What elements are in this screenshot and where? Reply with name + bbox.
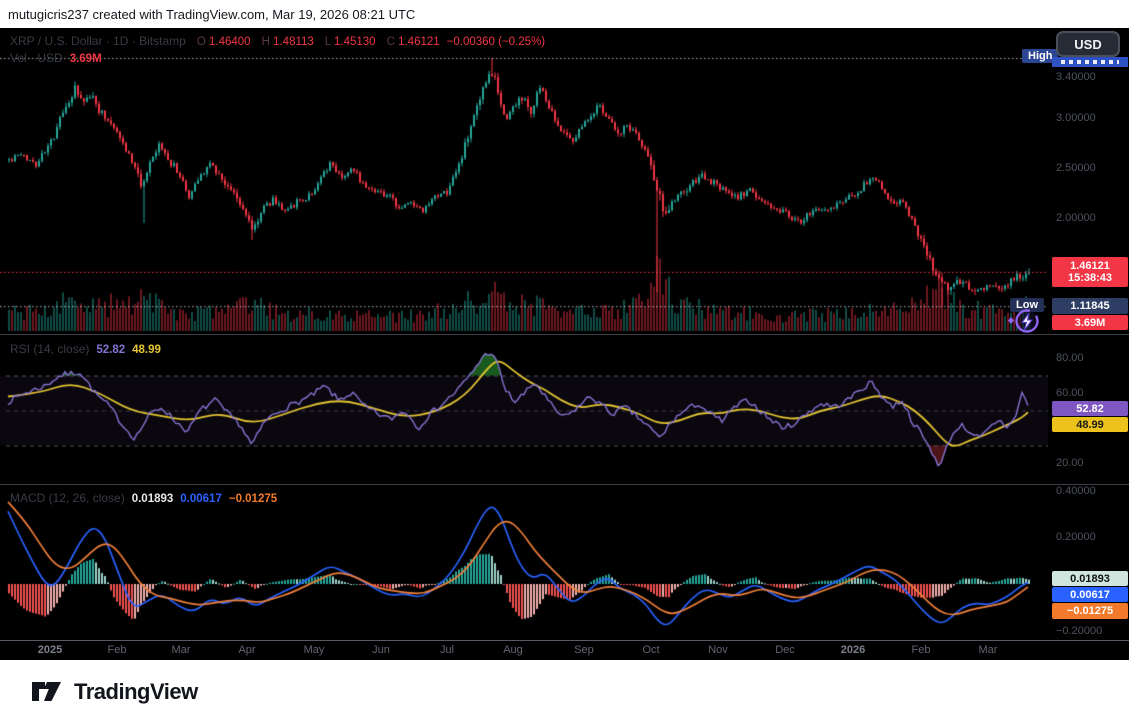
scale-tick-label: 2.50000: [1056, 162, 1096, 174]
volume-scale-label: 3.69M: [1052, 315, 1128, 330]
time-axis-month-label: Nov: [708, 644, 728, 656]
time-axis-month-label: Mar: [978, 644, 998, 656]
time-axis-year-label: 2026: [840, 644, 866, 656]
macd-hist-scale-value: 0.01893: [1070, 572, 1110, 585]
high-badge: High: [1022, 49, 1059, 63]
rsi-scale-label: 52.82: [1052, 401, 1128, 416]
macd-title: MACD (12, 26, close): [10, 491, 125, 505]
macd-line-value: 0.00617: [180, 493, 222, 505]
volume-scale-value: 3.69M: [1074, 316, 1106, 329]
volume-legend: Vol · USD 3.69M: [10, 51, 102, 65]
macd-line-scale-value: 0.00617: [1070, 588, 1110, 601]
currency-toggle-button[interactable]: USD: [1056, 31, 1120, 57]
ohlc-high: H 1.48113: [261, 36, 314, 48]
macd-pane: MACD (12, 26, close) 0.01893 0.00617 −0.…: [0, 484, 1129, 641]
scale-tick-label: 0.20000: [1056, 531, 1096, 543]
time-axis-month-label: Sep: [574, 644, 594, 656]
time-axis-month-label: Oct: [642, 644, 660, 656]
last-price-value: 1.46121: [1070, 260, 1110, 272]
time-axis-month-label: Mar: [171, 644, 191, 656]
price-pane-canvas[interactable]: [0, 28, 1129, 334]
macd-legend: MACD (12, 26, close) 0.01893 0.00617 −0.…: [10, 491, 277, 505]
macd-hist-scale-label: 0.01893: [1052, 571, 1128, 586]
time-axis-month-label: May: [303, 644, 325, 656]
lightning-icon: [1021, 312, 1033, 331]
ohlc-low: L 1.45130: [324, 36, 376, 48]
spark-diamond-icon: [1008, 317, 1014, 324]
ohlc-open: O 1.46400: [196, 36, 251, 48]
time-axis-month-label: Jun: [372, 644, 390, 656]
macd-pane-canvas[interactable]: [0, 485, 1129, 641]
macd-signal-value: −0.01275: [228, 493, 278, 505]
attribution-bar: mutugicris237 created with TradingView.c…: [0, 0, 1132, 28]
price-pane: XRP / U.S. Dollar · 1D · Bitstamp O 1.46…: [0, 28, 1129, 334]
macd-line-scale-label: 0.00617: [1052, 587, 1128, 602]
time-axis-month-label: Apr: [238, 644, 256, 656]
macd-signal-scale-label: −0.01275: [1052, 603, 1128, 619]
chart-container: XRP / U.S. Dollar · 1D · Bitstamp O 1.46…: [0, 28, 1129, 660]
rsi-ma-scale-value: 48.99: [1076, 418, 1104, 431]
bar-countdown: 15:38:43: [1067, 272, 1113, 284]
rsi-scale-value: 52.82: [1076, 402, 1104, 415]
symbol-title: XRP / U.S. Dollar · 1D · Bitstamp: [10, 34, 186, 48]
time-axis-month-label: Aug: [503, 644, 523, 656]
rsi-ma-scale-label: 48.99: [1052, 417, 1128, 432]
ohlc-close: C 1.46121: [386, 36, 440, 48]
rsi-pane-canvas[interactable]: [0, 335, 1129, 485]
last-price-label: 1.46121 15:38:43: [1052, 257, 1128, 287]
rsi-legend: RSI (14, close) 52.82 48.99: [10, 342, 161, 356]
rsi-value: 52.82: [96, 344, 126, 356]
change-value: −0.00360 (−0.25%): [446, 36, 546, 48]
volume-title: Vol · USD: [10, 51, 63, 65]
scale-tick-label: 60.00: [1056, 387, 1084, 399]
scale-tick-label: 3.40000: [1056, 71, 1096, 83]
low-value-label: 1.11845: [1052, 298, 1128, 314]
time-axis-month-label: Feb: [911, 644, 931, 656]
time-axis[interactable]: 2025 Feb Mar Apr May Jun Jul Aug Sep Oct Nov Dec 202…: [0, 640, 1129, 660]
tradingview-wordmark: TradingView: [74, 678, 198, 704]
scale-tick-label: 0.40000: [1056, 485, 1096, 497]
tradingview-logo-icon[interactable]: [30, 679, 64, 705]
time-axis-month-label: Jul: [439, 644, 455, 656]
scale-tick-label: −0.20000: [1056, 625, 1103, 637]
time-axis-year-label: 2025: [37, 644, 63, 656]
symbol-legend: XRP / U.S. Dollar · 1D · Bitstamp O 1.46…: [10, 34, 545, 48]
macd-hist-value: 0.01893: [131, 493, 174, 505]
rsi-title: RSI (14, close): [10, 342, 90, 356]
time-axis-month-label: Dec: [775, 644, 795, 656]
boost-bolt-icon[interactable]: [1004, 307, 1044, 337]
scale-tick-label: 20.00: [1056, 457, 1084, 469]
high-value-label: [1052, 57, 1128, 67]
rsi-pane: RSI (14, close) 52.82 48.99 80.00 60.00 20…: [0, 334, 1129, 485]
low-value: 1.11845: [1070, 300, 1110, 312]
footer: TradingView: [0, 660, 1132, 723]
volume-current: 3.69M: [69, 53, 102, 65]
time-axis-month-label: Feb: [107, 644, 127, 656]
macd-signal-scale-value: −0.01275: [1066, 605, 1114, 617]
scale-tick-label: 2.00000: [1056, 212, 1096, 224]
attribution-text: mutugicris237 created with TradingView.c…: [8, 6, 416, 22]
scale-tick-label: 3.00000: [1056, 112, 1096, 124]
high-value-clipped-digits: [1061, 60, 1119, 64]
scale-tick-label: 80.00: [1056, 352, 1084, 364]
rsi-ma-value: 48.99: [132, 344, 161, 356]
low-badge: Low: [1010, 298, 1044, 312]
